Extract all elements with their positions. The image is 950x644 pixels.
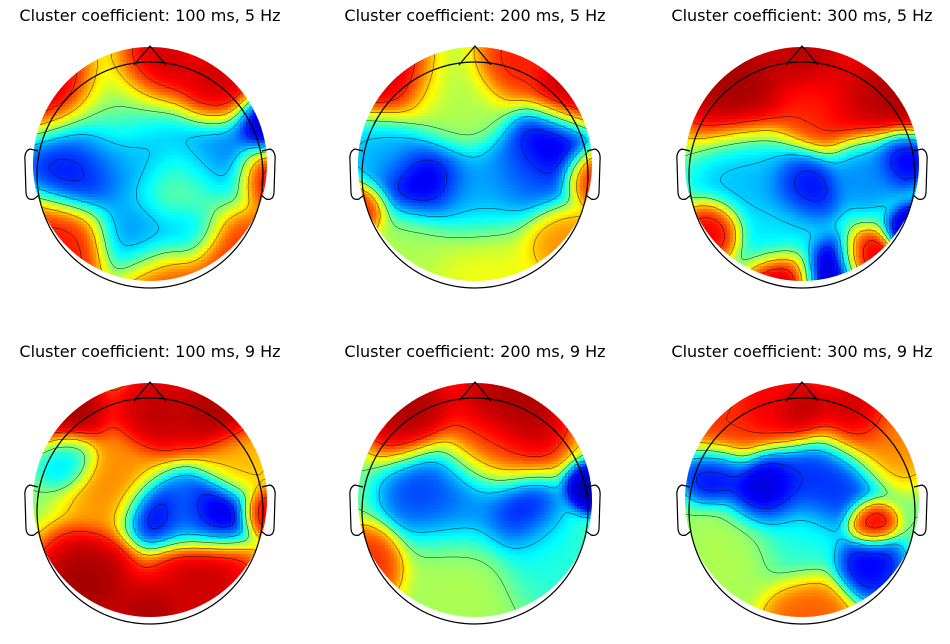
topomap-field xyxy=(33,383,267,617)
chart-title: Cluster coefficient: 300 ms, 9 Hz xyxy=(652,342,950,361)
panel-300ms-5hz: Cluster coefficient: 300 ms, 5 Hz xyxy=(652,0,950,300)
topomap-field xyxy=(685,383,919,617)
topomap-field xyxy=(358,383,592,617)
nose xyxy=(785,45,819,66)
chart-title: Cluster coefficient: 300 ms, 5 Hz xyxy=(652,6,950,25)
right-ear xyxy=(912,484,928,536)
right-ear xyxy=(585,484,601,536)
left-ear xyxy=(349,484,365,536)
left-ear xyxy=(24,484,40,536)
head-outline xyxy=(688,61,916,289)
topomap xyxy=(24,381,276,625)
chart-title: Cluster coefficient: 100 ms, 5 Hz xyxy=(0,6,300,25)
head-outline xyxy=(361,61,589,289)
topomap-field xyxy=(685,47,919,281)
chart-title: Cluster coefficient: 200 ms, 9 Hz xyxy=(325,342,625,361)
head-outline xyxy=(688,397,916,625)
panel-100ms-5hz: Cluster coefficient: 100 ms, 5 Hz xyxy=(0,0,300,300)
left-ear xyxy=(349,148,365,200)
panel-100ms-9hz: Cluster coefficient: 100 ms, 9 Hz xyxy=(0,336,300,636)
topomap xyxy=(676,45,928,289)
topomap xyxy=(349,45,601,289)
head-outline xyxy=(36,397,264,625)
nose xyxy=(458,381,492,402)
panel-200ms-5hz: Cluster coefficient: 200 ms, 5 Hz xyxy=(325,0,625,300)
right-ear xyxy=(260,148,276,200)
right-ear xyxy=(260,484,276,536)
topomap xyxy=(24,45,276,289)
panel-300ms-9hz: Cluster coefficient: 300 ms, 9 Hz xyxy=(652,336,950,636)
head-outline xyxy=(36,61,264,289)
topomap-field xyxy=(33,47,267,281)
nose xyxy=(458,45,492,66)
right-ear xyxy=(912,148,928,200)
left-ear xyxy=(676,148,692,200)
chart-title: Cluster coefficient: 100 ms, 9 Hz xyxy=(0,342,300,361)
left-ear xyxy=(24,148,40,200)
contour-lines xyxy=(33,383,267,617)
topomap xyxy=(676,381,928,625)
head-outline xyxy=(361,397,589,625)
right-ear xyxy=(585,148,601,200)
panel-200ms-9hz: Cluster coefficient: 200 ms, 9 Hz xyxy=(325,336,625,636)
nose xyxy=(133,45,167,66)
nose xyxy=(785,381,819,402)
left-ear xyxy=(676,484,692,536)
topomap-field xyxy=(358,47,592,281)
contour-lines xyxy=(358,47,592,277)
nose xyxy=(133,381,167,402)
chart-title: Cluster coefficient: 200 ms, 5 Hz xyxy=(325,6,625,25)
topomap xyxy=(349,381,601,625)
